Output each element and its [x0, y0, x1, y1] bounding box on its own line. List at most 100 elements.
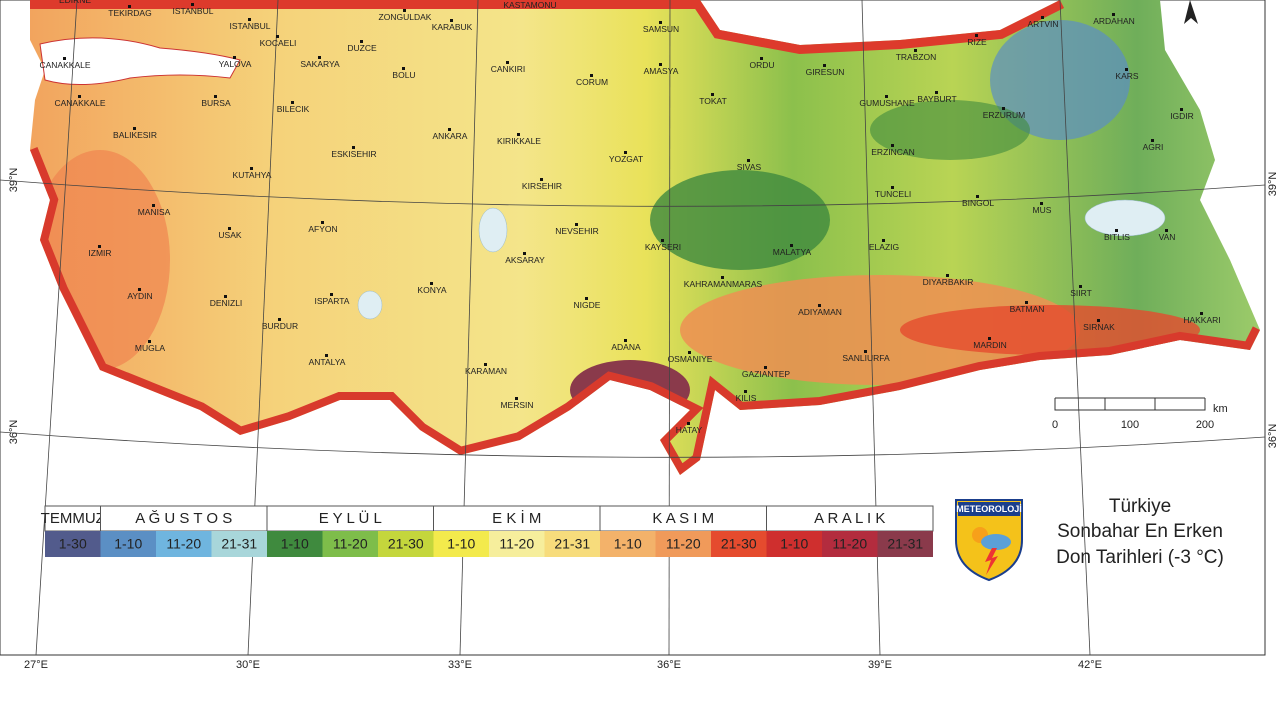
city-label: CANAKKALE [54, 98, 105, 108]
city-dot [148, 340, 151, 343]
legend: TEMMUZ A Ğ U S T O S E Y L Ü L E K İ M K A S… [41, 505, 934, 557]
city-label: IZMIR [88, 248, 111, 258]
city-dot [540, 178, 543, 181]
scale-bar [1054, 397, 1206, 411]
range-label: 21-30 [388, 536, 424, 552]
city-label: BURDUR [262, 321, 298, 331]
city-dot [214, 95, 217, 98]
city-dot [403, 9, 406, 12]
city-label: TEKIRDAG [108, 8, 151, 18]
city-dot [228, 227, 231, 230]
city-labels: EDIRNE TEKIRDAG ISTANBUL ISTANBUL KOCAELI ZON… [39, 0, 1220, 435]
scale-label: 200 [1196, 419, 1214, 431]
city-label: SAKARYA [300, 59, 340, 69]
range-label: 1-10 [281, 536, 309, 552]
city-label: BALIKESIR [113, 130, 157, 140]
city-dot [1125, 68, 1128, 71]
city-label: SIVAS [737, 162, 762, 172]
city-label: ISTANBUL [173, 6, 214, 16]
range-label: 1-10 [447, 536, 475, 552]
city-dot [523, 252, 526, 255]
city-label: AYDIN [127, 291, 152, 301]
city-label: CANKIRI [491, 64, 525, 74]
legend-swatch [156, 531, 212, 557]
city-dot [506, 61, 509, 64]
city-dot [744, 390, 747, 393]
city-dot [1115, 229, 1118, 232]
city-label: AGRI [1143, 142, 1164, 152]
legend-swatch [489, 531, 545, 557]
city-label: KAHRAMANMARAS [684, 279, 763, 289]
city-label: EDIRNE [59, 0, 91, 5]
city-label: HAKKARI [1183, 315, 1220, 325]
legend-swatch [655, 531, 711, 557]
city-dot [935, 91, 938, 94]
city-dot [721, 276, 724, 279]
city-dot [1180, 108, 1183, 111]
city-dot [988, 337, 991, 340]
city-dot [1041, 16, 1044, 19]
city-label: SIIRT [1070, 288, 1092, 298]
city-dot [484, 363, 487, 366]
city-label: MARDIN [973, 340, 1007, 350]
city-dot [63, 57, 66, 60]
legend-swatch [822, 531, 878, 557]
city-label: KOCAELI [260, 38, 297, 48]
logo: METEOROLOJİ [955, 499, 1023, 582]
range-label: 21-31 [221, 536, 257, 552]
city-dot [760, 57, 763, 60]
title-line: Don Tarihleri (-3 °C) [1056, 547, 1224, 568]
city-label: ESKISEHIR [331, 149, 376, 159]
city-dot [325, 354, 328, 357]
month-cell [266, 505, 434, 532]
city-label: AFYON [308, 224, 337, 234]
city-dot [818, 304, 821, 307]
city-label: KUTAHYA [233, 170, 272, 180]
city-label: ZONGULDAK [379, 12, 432, 22]
city-dot [823, 64, 826, 67]
month-label: K A S I M [652, 510, 714, 527]
legend-swatch [877, 531, 933, 557]
city-dot [450, 19, 453, 22]
title-line: Sonbahar En Erken [1057, 521, 1223, 542]
city-label: BAYBURT [917, 94, 956, 104]
city-label: IGDIR [1170, 111, 1194, 121]
city-label: ORDU [749, 60, 774, 70]
scale-unit: km [1213, 403, 1228, 415]
city-label: BILECIK [277, 104, 310, 114]
city-label: BURSA [201, 98, 231, 108]
city-label: ERZURUM [983, 110, 1026, 120]
city-dot [224, 295, 227, 298]
city-label: BATMAN [1010, 304, 1045, 314]
legend-swatch [544, 531, 600, 557]
legend-swatch [45, 531, 101, 557]
city-dot [138, 288, 141, 291]
city-dot [975, 34, 978, 37]
city-dot [291, 101, 294, 104]
city-dot [402, 67, 405, 70]
legend-swatch [100, 531, 156, 557]
city-label: HATAY [676, 425, 703, 435]
city-dot [1165, 229, 1168, 232]
city-dot [448, 128, 451, 131]
city-dot [687, 422, 690, 425]
city-dot [590, 74, 593, 77]
city-label: ISPARTA [315, 296, 350, 306]
month-label: E K İ M [492, 509, 541, 527]
city-label: MUGLA [135, 343, 166, 353]
scale-label: 100 [1121, 419, 1139, 431]
lon-label: 36°E [657, 659, 681, 671]
city-label: KAYSERI [645, 242, 681, 252]
city-label: SAMSUN [643, 24, 679, 34]
city-label: KARAMAN [465, 366, 507, 376]
city-label: KIRSEHIR [522, 181, 562, 191]
city-label: YALOVA [219, 59, 252, 69]
city-dot [585, 297, 588, 300]
city-dot [1151, 139, 1154, 142]
city-label: MALATYA [773, 247, 812, 257]
legend-swatch [600, 531, 656, 557]
city-label: KIRIKKALE [497, 136, 541, 146]
range-label: 1-10 [614, 536, 642, 552]
city-dot [515, 397, 518, 400]
city-dot [882, 239, 885, 242]
